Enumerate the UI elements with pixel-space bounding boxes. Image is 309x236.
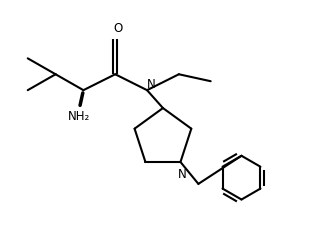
Text: N: N — [178, 168, 187, 181]
Text: O: O — [114, 22, 123, 35]
Text: N: N — [147, 78, 156, 91]
Text: NH₂: NH₂ — [68, 110, 91, 123]
